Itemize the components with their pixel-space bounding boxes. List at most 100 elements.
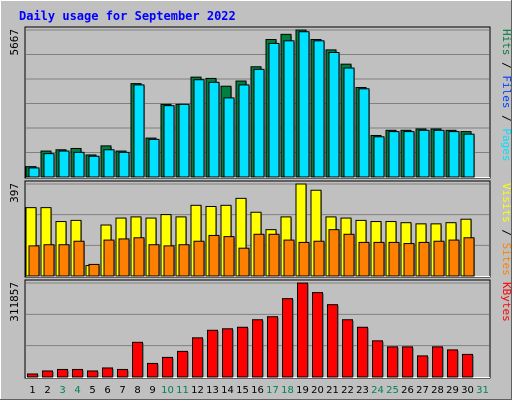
x-tick-label-day-28: 28 — [431, 385, 444, 396]
legend-entry: KBytes — [500, 282, 512, 322]
x-tick-label-day-4: 4 — [74, 385, 80, 396]
bar-sites-day-20 — [313, 240, 325, 277]
bar-pages-day-26 — [403, 131, 415, 178]
x-tick-label-day-1: 1 — [29, 385, 35, 396]
bar-kbytes-day-6 — [102, 367, 113, 378]
bar-sites-day-26 — [403, 243, 415, 277]
bar-pages-day-27 — [418, 129, 430, 178]
chart-title: Daily usage for September 2022 — [19, 9, 236, 23]
x-tick-label-day-26: 26 — [401, 385, 414, 396]
bar-kbytes-day-26 — [402, 346, 413, 378]
bar-pages-day-10 — [163, 105, 175, 178]
bar-sites-day-4 — [73, 240, 85, 277]
bar-kbytes-day-16 — [252, 319, 263, 378]
bar-sites-day-14 — [223, 236, 235, 277]
bar-kbytes-day-17 — [267, 316, 278, 378]
bar-sites-day-25 — [388, 241, 400, 277]
bar-sites-day-24 — [373, 241, 385, 277]
bar-sites-day-1 — [28, 245, 40, 277]
y-max-label: 5667 — [8, 29, 21, 56]
bar-pages-day-25 — [388, 131, 400, 178]
x-tick-label-day-25: 25 — [386, 385, 399, 396]
x-tick-label-day-24: 24 — [371, 385, 384, 396]
x-tick-label-day-29: 29 — [446, 385, 459, 396]
bar-kbytes-day-29 — [447, 349, 458, 378]
y-max-label: 397 — [8, 183, 21, 203]
bar-sites-day-23 — [358, 241, 370, 277]
legend-entry: Pages — [500, 128, 512, 161]
x-tick-label-day-31: 31 — [476, 385, 489, 396]
bar-sites-day-3 — [58, 244, 70, 277]
legend-entry: / — [500, 109, 512, 129]
bar-sites-day-30 — [463, 237, 475, 277]
panel-kbytes: 311857 KBytes — [8, 279, 512, 379]
bar-sites-day-21 — [328, 229, 340, 277]
bar-kbytes-day-3 — [57, 368, 68, 378]
x-tick-label-day-19: 19 — [296, 385, 309, 396]
legend-entry: Visits — [500, 183, 512, 223]
x-tick-label-day-9: 9 — [149, 385, 155, 396]
x-tick-label-day-12: 12 — [191, 385, 204, 396]
bar-sites-day-29 — [448, 239, 460, 277]
bar-kbytes-day-13 — [207, 329, 218, 378]
bar-pages-day-22 — [343, 67, 355, 178]
bar-pages-day-20 — [313, 40, 325, 178]
x-tick-label-day-16: 16 — [251, 385, 264, 396]
x-axis-day-labels: 1 2 3 4 5 6 7 8 9 10 11 12 13 14 15 16 17 18 19 20 21 22 23 24 2… — [29, 385, 489, 396]
bar-kbytes-day-8 — [132, 341, 143, 378]
x-tick-label-day-23: 23 — [356, 385, 369, 396]
bar-sites-day-5 — [88, 263, 100, 277]
bar-sites-day-10 — [163, 245, 175, 277]
bar-sites-day-18 — [283, 239, 295, 277]
bar-pages-day-1 — [28, 167, 40, 178]
bar-pages-day-7 — [118, 151, 130, 178]
bar-pages-day-23 — [358, 88, 370, 178]
bar-kbytes-day-18 — [282, 298, 293, 378]
x-tick-label-day-11: 11 — [176, 385, 189, 396]
legend-entry: Hits — [500, 29, 512, 56]
x-tick-label-day-30: 30 — [461, 385, 474, 396]
bar-kbytes-day-12 — [192, 337, 203, 378]
bar-sites-day-15 — [238, 247, 250, 277]
bar-kbytes-day-21 — [327, 304, 338, 378]
bar-pages-day-18 — [283, 40, 295, 178]
bar-pages-day-19 — [298, 31, 310, 178]
x-tick-label-day-18: 18 — [281, 385, 294, 396]
bar-sites-day-17 — [268, 233, 280, 277]
bar-pages-day-14 — [223, 97, 235, 178]
y-max-label: 311857 — [8, 282, 21, 322]
legend-entry: / — [500, 223, 512, 243]
legend-entry: Sites — [500, 243, 512, 276]
bar-pages-day-29 — [448, 131, 460, 178]
x-tick-label-day-6: 6 — [104, 385, 110, 396]
x-tick-label-day-17: 17 — [266, 385, 279, 396]
x-tick-label-day-8: 8 — [134, 385, 140, 396]
bar-sites-day-19 — [298, 241, 310, 277]
bar-pages-day-16 — [253, 68, 265, 178]
x-tick-label-day-5: 5 — [89, 385, 95, 396]
bar-sites-day-8 — [133, 237, 145, 277]
bar-pages-day-12 — [193, 79, 205, 178]
bar-kbytes-day-24 — [372, 340, 383, 378]
bar-kbytes-day-2 — [42, 370, 53, 378]
bar-kbytes-day-22 — [342, 319, 353, 378]
bar-pages-day-24 — [373, 136, 385, 178]
legend-visits-sites: Visits / Sites — [500, 183, 512, 276]
bar-kbytes-day-14 — [222, 328, 233, 378]
bar-pages-day-9 — [148, 138, 160, 178]
x-tick-label-day-21: 21 — [326, 385, 339, 396]
bar-sites-day-13 — [208, 234, 220, 277]
x-tick-label-day-22: 22 — [341, 385, 354, 396]
bar-sites-day-2 — [43, 244, 55, 277]
bar-kbytes-day-15 — [237, 326, 248, 378]
bar-sites-day-12 — [193, 240, 205, 277]
bar-pages-day-15 — [238, 84, 250, 178]
bar-kbytes-day-28 — [432, 346, 443, 378]
x-tick-label-day-20: 20 — [311, 385, 324, 396]
bar-kbytes-day-23 — [357, 326, 368, 378]
legend-kbytes: KBytes — [500, 282, 512, 322]
bar-kbytes-day-9 — [147, 362, 158, 378]
bar-pages-day-28 — [433, 129, 445, 178]
bar-pages-day-3 — [58, 150, 70, 178]
